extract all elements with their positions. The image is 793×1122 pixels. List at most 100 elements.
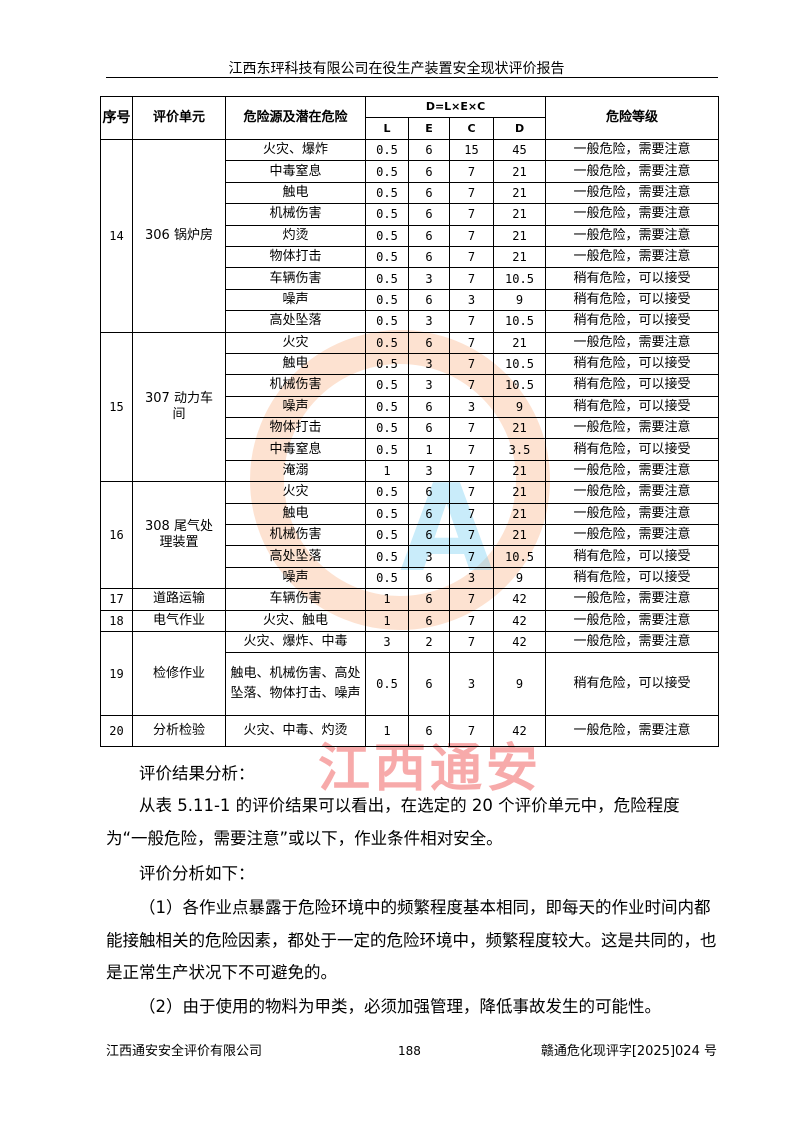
cell-level: 一般危险，需要注意 [545,524,720,547]
cell-c: 7 [449,267,494,290]
cell-e: 6 [408,566,450,590]
table-row: 噪声 0.5 6 3 9 稍有危险，可以接受 [101,566,720,590]
cell-c: 7 [449,545,494,568]
cell-hazard: 机械伤害 [225,203,366,226]
cell-level: 一般危险，需要注意 [545,245,720,269]
cell-e: 6 [408,288,450,312]
cell-level: 稍有危险，可以接受 [545,374,720,397]
cell-l: 0.5 [365,245,409,269]
analysis-item-2: （2）由于使用的物料为甲类，必须加强管理，降低事故发生的可能性。 [139,997,661,1016]
cell-hazard: 火灾 [225,331,366,354]
col-formula: D=L×E×C [364,96,547,118]
cell-l: 0.5 [365,267,409,290]
cell-e: 3 [408,459,450,483]
cell-c: 7 [449,438,494,461]
table-row: 14 306 锅炉房 火灾、爆炸 0.5 6 15 45 一般危险，需要注意 [100,138,720,333]
cell-d: 21 [492,331,547,354]
cell-level: 稍有危险，可以接受 [545,288,720,312]
cell-level: 一般危险，需要注意 [545,588,720,611]
cell-hazard: 高处坠落 [225,545,366,568]
analysis-item-1: （1）各作业点暴露于危险环境中的频繁程度基本相同，即每天的作业时间内都能接触相关… [106,898,717,982]
footer-company: 江西通安安全评价有限公司 [106,1044,263,1059]
cell-d: 9 [492,395,547,419]
cell-l: 0.5 [365,652,409,717]
cell-level: 一般危险，需要注意 [545,481,720,504]
table-row: 18 电气作业 火灾、触电 1 6 7 42 一般危险，需要注意 [100,609,720,632]
cell-unit: 分析检验 [132,715,226,748]
cell-unit: 检修作业 [132,630,226,717]
table-row: 触电、机械伤害、高处坠落、物体打击、噪声 0.5 6 3 9 稍有危险，可以接受 [101,652,720,717]
cell-no: 18 [100,609,133,632]
cell-unit: 307 动力车间 [132,331,226,483]
col-l: L [365,117,409,140]
cell-hazard: 中毒窒息 [225,160,366,183]
cell-c: 3 [449,566,494,590]
cell-c: 7 [449,181,494,205]
cell-hazard: 物体打击 [225,417,366,440]
cell-no: 16 [100,481,133,590]
cell-l: 0.5 [365,310,409,333]
cell-d: 42 [492,588,547,611]
cell-level: 一般危险，需要注意 [545,203,720,226]
col-unit: 评价单元 [132,96,226,140]
cell-hazard: 灼烫 [225,224,366,247]
cell-c: 7 [449,502,494,526]
cell-level: 稍有危险，可以接受 [545,652,720,717]
col-hazard: 危险源及潜在危险 [225,96,366,140]
cell-c: 7 [449,588,494,611]
cell-e: 6 [408,588,450,611]
cell-d: 21 [492,417,547,440]
cell-l: 0.5 [365,138,409,162]
cell-hazard: 高处坠落 [225,310,366,333]
cell-d: 21 [492,203,547,226]
table-row: 机械伤害 0.5 6 7 21 一般危险，需要注意 [101,524,720,547]
cell-e: 6 [408,652,450,717]
cell-unit: 道路运输 [132,588,226,611]
cell-l: 0.5 [365,481,409,504]
cell-level: 一般危险，需要注意 [545,715,720,748]
cell-c: 7 [449,715,494,748]
cell-unit: 电气作业 [132,609,226,632]
cell-d: 21 [492,245,547,269]
cell-level: 稍有危险，可以接受 [545,545,720,568]
cell-no: 17 [100,588,133,611]
cell-c: 7 [449,352,494,376]
col-level: 危险等级 [545,96,720,140]
cell-hazard: 车辆伤害 [225,267,366,290]
cell-d: 21 [492,224,547,247]
cell-l: 0.5 [365,288,409,312]
cell-e: 6 [408,417,450,440]
cell-c: 7 [449,331,494,354]
cell-hazard: 中毒窒息 [225,438,366,461]
cell-e: 6 [408,245,450,269]
cell-hazard: 噪声 [225,395,366,419]
cell-c: 7 [449,417,494,440]
col-no: 序号 [100,96,133,140]
cell-e: 3 [408,352,450,376]
analysis-heading: 评价结果分析： [139,764,255,783]
cell-level: 一般危险，需要注意 [545,181,720,205]
cell-hazard: 火灾 [225,481,366,504]
cell-c: 7 [449,459,494,483]
cell-e: 6 [408,481,450,504]
cell-level: 稍有危险，可以接受 [545,310,720,333]
cell-c: 7 [449,224,494,247]
cell-l: 1 [365,459,409,483]
cell-e: 3 [408,310,450,333]
header-divider [106,77,718,78]
cell-l: 0.5 [365,524,409,547]
cell-unit: 306 锅炉房 [132,139,226,333]
analysis-subheading: 评价分析如下： [139,864,255,883]
cell-c: 7 [449,524,494,547]
cell-l: 0.5 [365,417,409,440]
cell-d: 10.5 [492,267,547,290]
table-row: 高处坠落 0.5 3 7 10.5 稍有危险，可以接受 [101,310,720,333]
cell-l: 3 [365,630,409,654]
cell-d: 9 [492,288,547,312]
cell-d: 42 [492,609,547,632]
table-row: 噪声 0.5 6 3 9 稍有危险，可以接受 [101,395,720,419]
table-row: 触电 0.5 3 7 10.5 稍有危险，可以接受 [101,352,720,376]
cell-l: 0.5 [365,395,409,419]
cell-unit: 308 尾气处理装置 [132,481,226,590]
table-row: 16 308 尾气处理装置 火灾 0.5 6 7 21 一般危险，需要注意 [100,481,720,590]
